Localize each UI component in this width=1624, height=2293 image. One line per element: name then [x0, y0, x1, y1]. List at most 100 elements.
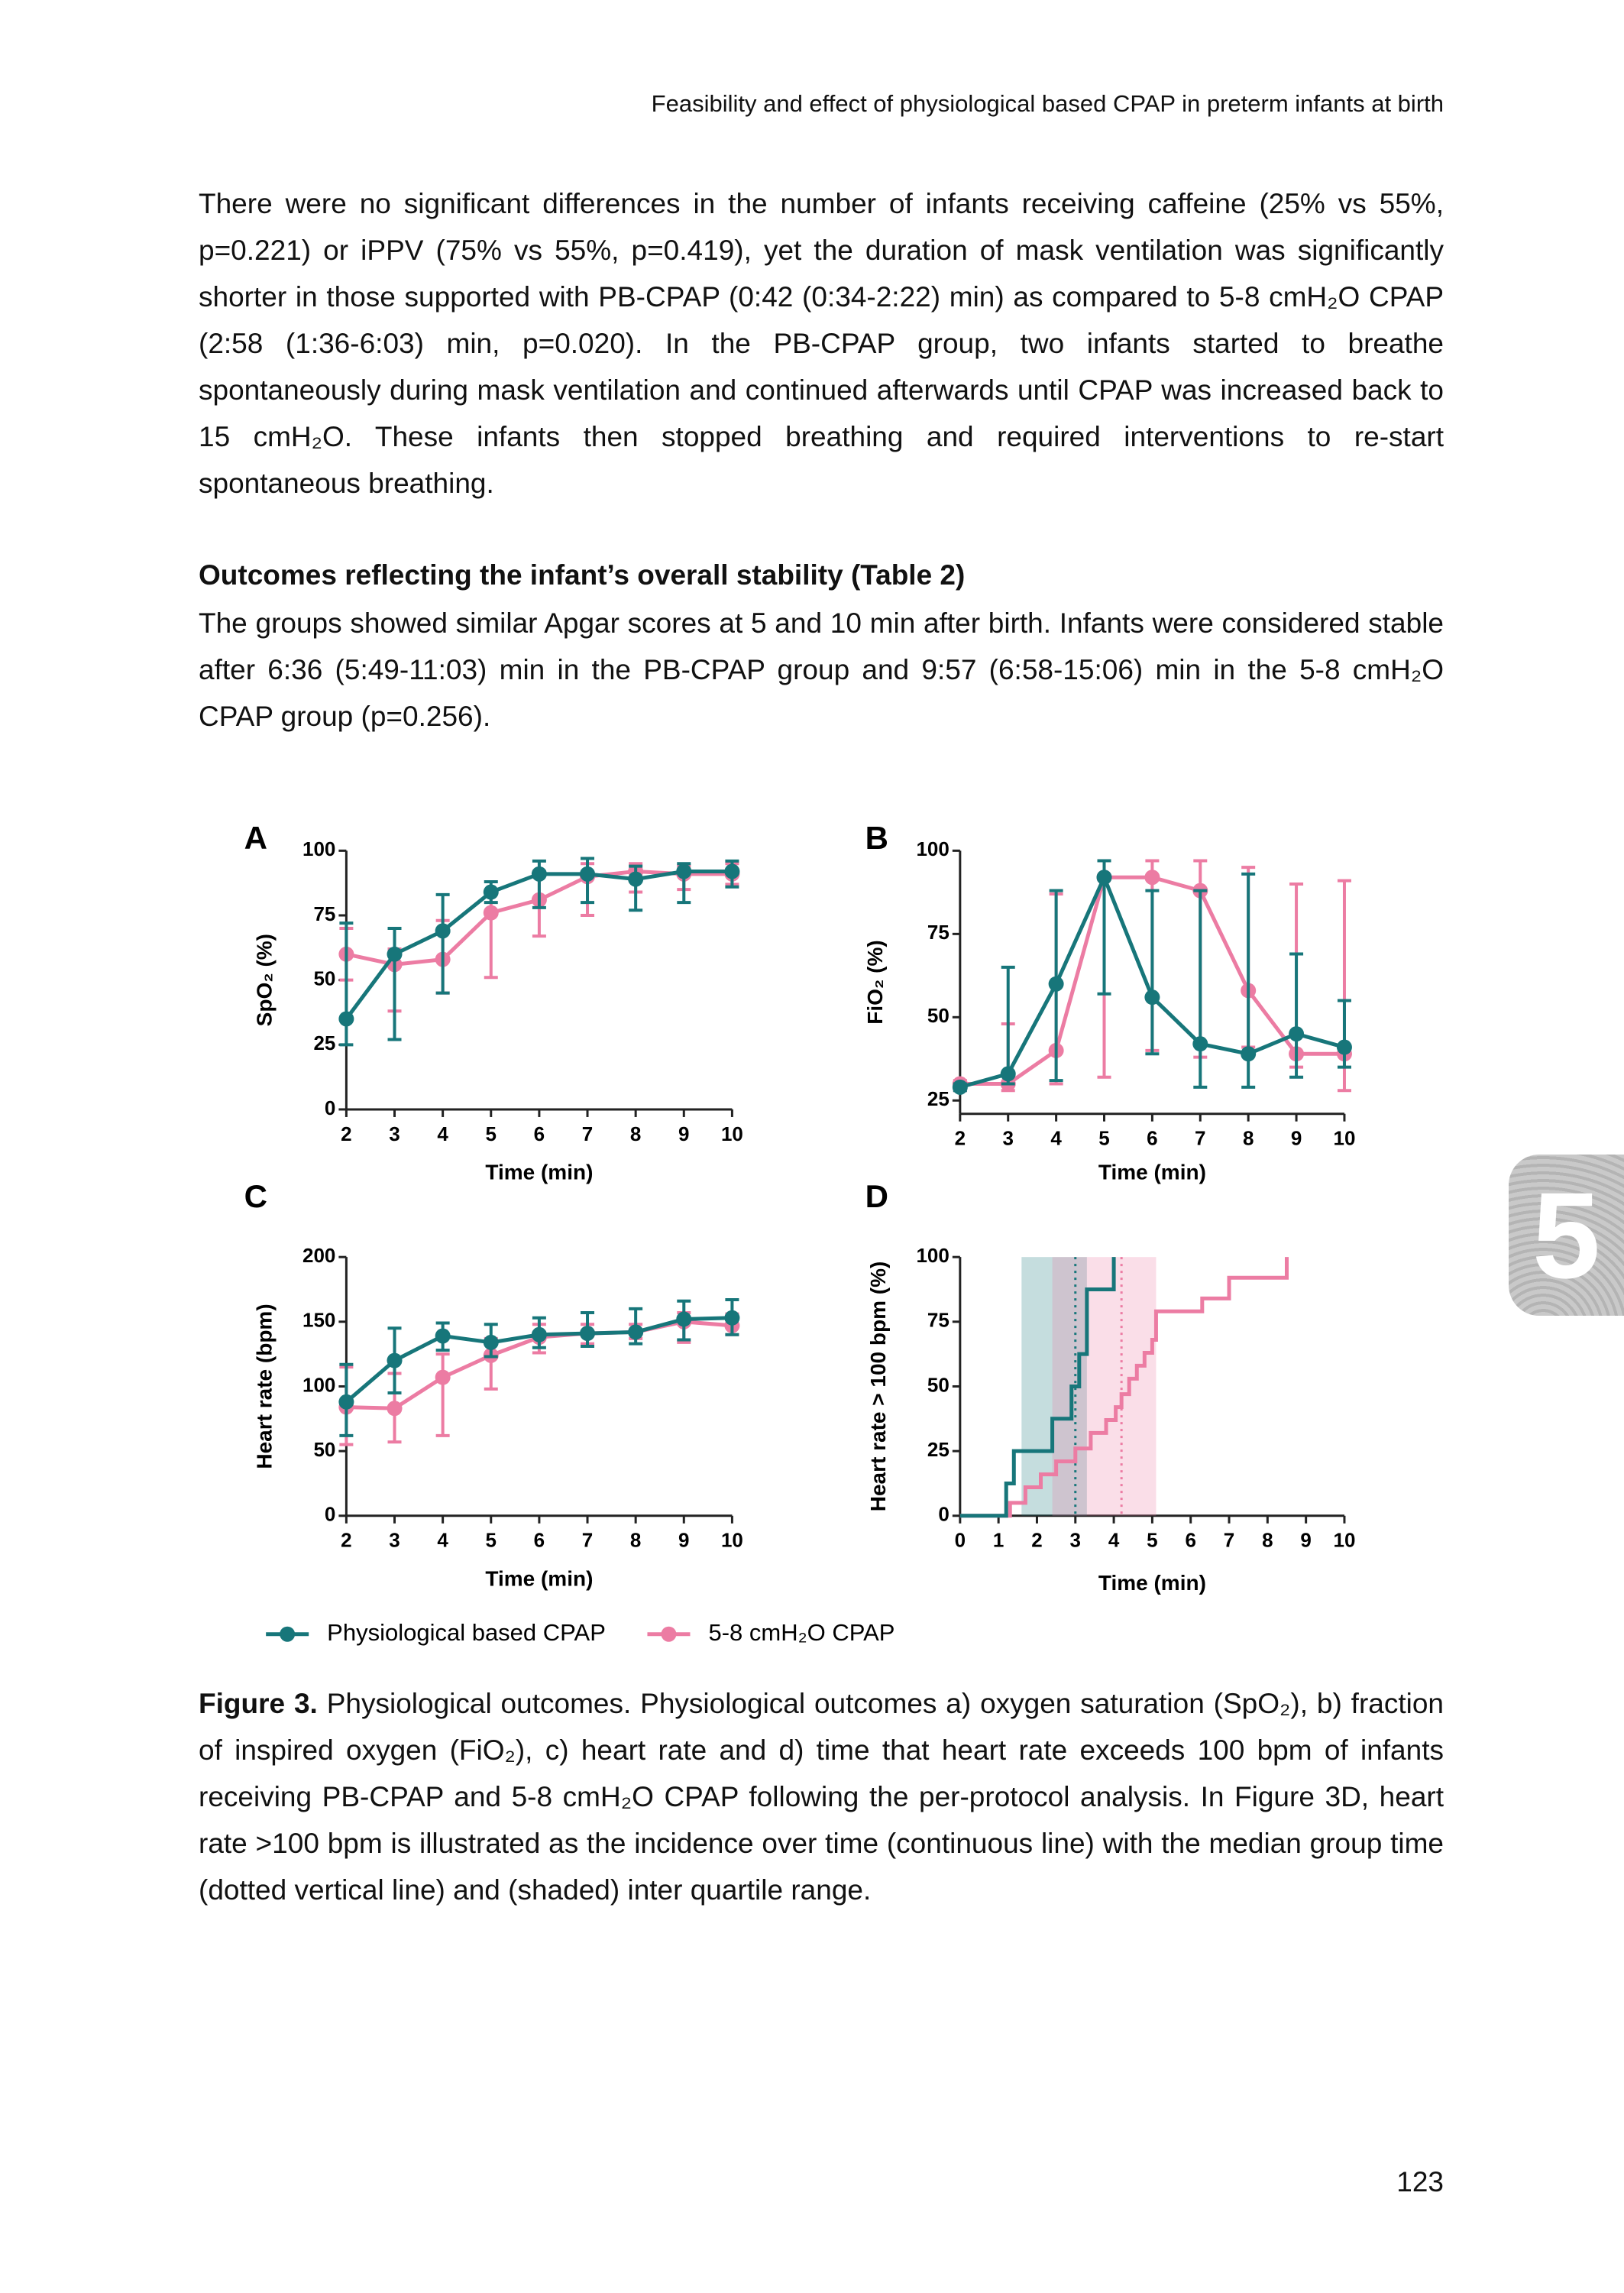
data-point [387, 1352, 403, 1368]
x-tick-label: 6 [534, 1529, 545, 1552]
x-tick-label: 8 [630, 1529, 641, 1552]
x-tick-label: 3 [389, 1122, 400, 1145]
data-point [952, 1079, 968, 1095]
iqr-band [1052, 1257, 1157, 1516]
legend-marker [280, 1626, 296, 1642]
caption-label: Figure 3. [199, 1688, 318, 1719]
y-tick-label: 150 [302, 1309, 335, 1332]
panel-letter: D [865, 1178, 888, 1214]
legend-marker [661, 1626, 677, 1642]
x-tick-label: 6 [534, 1122, 545, 1145]
y-tick-label: 25 [927, 1087, 949, 1110]
data-point [387, 946, 403, 962]
data-point [435, 1369, 451, 1385]
y-tick-label: 50 [313, 1438, 335, 1461]
x-tick-label: 1 [993, 1529, 1004, 1552]
data-point [676, 863, 692, 879]
y-axis-title: Heart rate > 100 bpm (%) [866, 1261, 890, 1512]
x-tick-label: 10 [721, 1122, 743, 1145]
page-number: 123 [1396, 2166, 1444, 2197]
x-tick-label: 2 [341, 1122, 351, 1145]
y-tick-label: 200 [302, 1244, 335, 1267]
y-axis-title: SpO₂ (%) [253, 934, 277, 1026]
x-tick-label: 9 [678, 1122, 689, 1145]
data-point [628, 871, 644, 887]
panel-letter: B [865, 820, 888, 856]
data-point [724, 1310, 740, 1326]
x-tick-label: 8 [1243, 1127, 1254, 1150]
x-tick-label: 10 [721, 1529, 743, 1552]
y-axis-title: Heart rate (bpm) [253, 1304, 277, 1469]
x-tick-label: 4 [437, 1529, 448, 1552]
running-header: Feasibility and effect of physiological … [651, 90, 1444, 117]
data-point [1048, 976, 1064, 992]
data-point [1336, 1039, 1352, 1055]
y-tick-label: 25 [313, 1032, 335, 1054]
y-tick-label: 75 [927, 921, 949, 944]
step-line [959, 1257, 1289, 1518]
legend: Physiological based CPAP 5-8 cmH₂O CPAP [266, 1619, 894, 1646]
x-tick-label: 0 [955, 1529, 966, 1552]
y-tick-label: 0 [325, 1503, 335, 1526]
data-point [338, 1011, 354, 1027]
x-tick-label: 10 [1333, 1529, 1355, 1552]
error-bar [387, 926, 402, 1041]
data-point [483, 1334, 499, 1350]
step-line [959, 1257, 1116, 1518]
y-tick-label: 100 [302, 1373, 335, 1396]
legend-label: Physiological based CPAP [327, 1619, 606, 1646]
x-tick-label: 10 [1333, 1127, 1355, 1150]
panel: B FiO₂ (%) Time (min) 25 50 75 100 2 3 4 5 6 7 8 9 10 [863, 820, 1355, 1184]
x-tick-label: 9 [1291, 1127, 1302, 1150]
section-heading: Outcomes reflecting the infant’s overall… [199, 559, 966, 591]
x-tick-label: 7 [1224, 1529, 1234, 1552]
y-tick-label: 100 [916, 1244, 949, 1267]
data-point [435, 923, 451, 939]
x-tick-label: 5 [486, 1122, 497, 1145]
error-bar [1145, 889, 1160, 1056]
chapter-tab: 5 [1509, 1155, 1624, 1316]
paragraph: There were no significant differences in… [199, 188, 1444, 499]
x-tick-label: 4 [1108, 1529, 1120, 1552]
data-point [483, 884, 499, 900]
x-tick-label: 5 [1147, 1529, 1157, 1552]
data-point [531, 1326, 547, 1342]
x-tick-label: 9 [678, 1529, 689, 1552]
x-tick-label: 4 [1050, 1127, 1062, 1150]
y-tick-label: 50 [927, 1004, 949, 1027]
error-bar [435, 1352, 450, 1437]
data-point [1000, 1066, 1016, 1082]
paragraph: The groups showed similar Apgar scores a… [199, 607, 1444, 732]
data-point [1096, 870, 1112, 886]
y-tick-label: 25 [927, 1438, 949, 1461]
data-point [435, 1328, 451, 1344]
error-bar [484, 890, 498, 980]
error-bar [1337, 999, 1351, 1069]
y-tick-label: 50 [313, 967, 335, 990]
x-tick-label: 3 [1070, 1529, 1081, 1552]
panel-letter: C [244, 1178, 267, 1214]
data-point [1144, 989, 1160, 1006]
x-axis-title: Time (min) [485, 1161, 593, 1184]
data-point [1144, 870, 1160, 886]
x-tick-label: 6 [1185, 1529, 1195, 1552]
x-axis-title: Time (min) [485, 1566, 593, 1590]
data-point [1241, 1046, 1257, 1062]
x-tick-label: 4 [437, 1122, 448, 1145]
x-tick-label: 5 [486, 1529, 497, 1552]
x-tick-label: 2 [955, 1127, 966, 1150]
data-point [724, 863, 740, 879]
x-tick-label: 8 [630, 1122, 641, 1145]
error-bar [1193, 889, 1208, 1089]
data-point [387, 1401, 403, 1417]
data-point [628, 1324, 644, 1340]
y-tick-label: 100 [302, 837, 335, 860]
data-point [1192, 1036, 1208, 1052]
x-tick-label: 5 [1098, 1127, 1109, 1150]
x-tick-label: 7 [582, 1529, 593, 1552]
panel-letter: A [244, 820, 267, 856]
data-point [580, 866, 596, 882]
